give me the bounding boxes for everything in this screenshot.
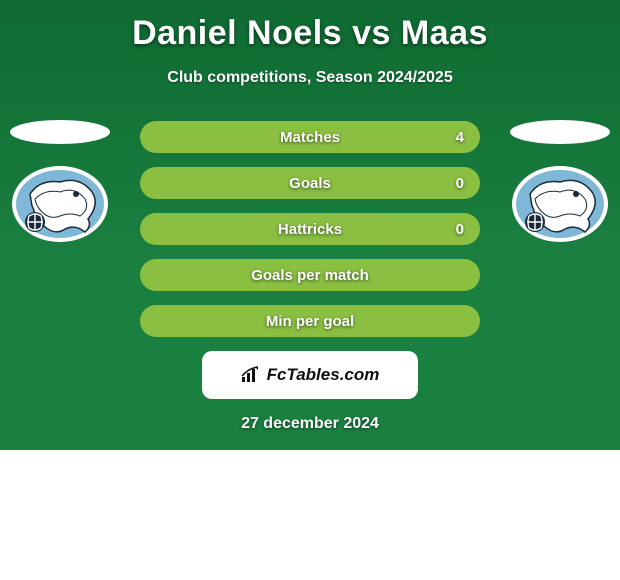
home-crest-icon	[10, 164, 110, 244]
stat-row-goals-per-match: Goals per match	[140, 259, 480, 291]
date-text: 27 december 2024	[0, 415, 620, 433]
stat-row-matches: Matches 4	[140, 121, 480, 153]
page-title: Daniel Noels vs Maas	[0, 14, 620, 53]
brand-box: FcTables.com	[202, 351, 418, 399]
subtitle: Club competitions, Season 2024/2025	[0, 69, 620, 87]
stat-rows: Matches 4 Goals 0 Hattricks 0 Goals per …	[140, 121, 480, 337]
stat-row-hattricks: Hattricks 0	[140, 213, 480, 245]
away-crest-icon	[510, 164, 610, 244]
brand: FcTables.com	[241, 365, 380, 385]
comparison-panel: Daniel Noels vs Maas Club competitions, …	[0, 0, 620, 450]
away-side	[510, 120, 610, 244]
bar-chart-icon	[241, 366, 263, 384]
stat-label: Goals	[289, 175, 331, 192]
stat-row-min-per-goal: Min per goal	[140, 305, 480, 337]
home-banner	[10, 120, 110, 144]
away-banner	[510, 120, 610, 144]
stat-value-right: 4	[456, 129, 464, 146]
stat-value-right: 0	[456, 175, 464, 192]
stat-label: Goals per match	[251, 267, 369, 284]
stat-row-goals: Goals 0	[140, 167, 480, 199]
stat-label: Hattricks	[278, 221, 342, 238]
stat-label: Matches	[280, 129, 340, 146]
brand-text: FcTables.com	[267, 365, 380, 385]
home-side	[10, 120, 110, 244]
stat-value-right: 0	[456, 221, 464, 238]
stat-label: Min per goal	[266, 313, 354, 330]
